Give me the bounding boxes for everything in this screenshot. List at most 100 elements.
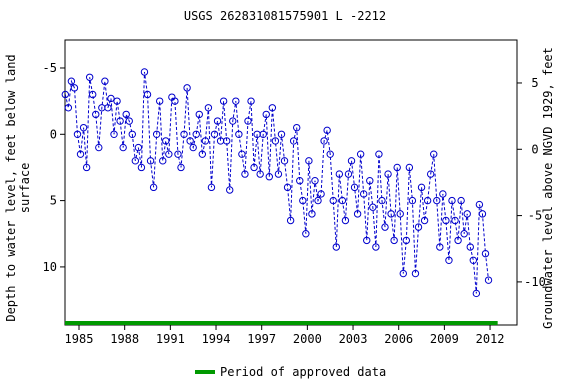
y2-tick-label: 5 bbox=[531, 76, 538, 90]
data-point bbox=[131, 157, 140, 165]
x-tick-label: 1988 bbox=[110, 332, 139, 346]
data-point bbox=[390, 236, 398, 245]
data-point bbox=[296, 177, 304, 185]
y-axis-label: Depth to water level, feet below land bbox=[4, 54, 18, 321]
data-point bbox=[460, 230, 468, 238]
plot-frame bbox=[64, 39, 518, 326]
data-point bbox=[70, 84, 79, 92]
data-point bbox=[113, 97, 121, 105]
data-point bbox=[372, 243, 380, 251]
data-point bbox=[116, 117, 124, 125]
data-point bbox=[122, 110, 130, 119]
data-point bbox=[262, 110, 270, 119]
data-point bbox=[439, 190, 447, 198]
data-point bbox=[457, 196, 465, 205]
data-point bbox=[396, 210, 404, 218]
legend-label: Period of approved data bbox=[220, 365, 386, 379]
data-point bbox=[478, 210, 487, 218]
data-point bbox=[408, 196, 417, 205]
data-point bbox=[213, 117, 222, 125]
data-point bbox=[305, 157, 313, 165]
data-point bbox=[454, 236, 462, 245]
data-point bbox=[402, 236, 411, 245]
data-point bbox=[128, 130, 136, 138]
data-point bbox=[140, 68, 149, 76]
data-point bbox=[387, 210, 395, 218]
data-point bbox=[174, 150, 182, 158]
data-point bbox=[445, 256, 453, 264]
data-point bbox=[411, 269, 420, 278]
data-point bbox=[299, 196, 307, 205]
data-point bbox=[171, 97, 179, 105]
data-point bbox=[155, 97, 164, 105]
data-point bbox=[286, 216, 295, 225]
x-tick-label: 1985 bbox=[65, 332, 94, 346]
data-point bbox=[451, 216, 459, 225]
data-point bbox=[265, 173, 274, 181]
data-point bbox=[137, 163, 146, 172]
data-point bbox=[146, 157, 155, 165]
data-point bbox=[350, 183, 359, 192]
data-point bbox=[104, 104, 112, 112]
data-point bbox=[338, 196, 347, 205]
data-point bbox=[271, 137, 280, 145]
data-point bbox=[405, 163, 414, 172]
data-point bbox=[250, 163, 258, 172]
data-point bbox=[359, 190, 368, 198]
data-point bbox=[426, 170, 435, 178]
data-point bbox=[469, 256, 478, 264]
data-point bbox=[320, 137, 328, 145]
data-point bbox=[274, 170, 283, 178]
data-point bbox=[430, 150, 438, 158]
data-point bbox=[323, 126, 331, 135]
data-point bbox=[326, 150, 334, 158]
data-point bbox=[61, 90, 70, 99]
data-point bbox=[125, 117, 133, 125]
data-point bbox=[198, 150, 207, 158]
chart-title: USGS 262831081575901 L -2212 bbox=[184, 9, 386, 23]
data-point bbox=[448, 196, 456, 205]
data-point bbox=[366, 177, 374, 185]
y-tick-label: 0 bbox=[50, 127, 57, 141]
data-point bbox=[101, 77, 109, 85]
data-point bbox=[183, 84, 191, 92]
data-point bbox=[341, 216, 350, 225]
data-point bbox=[207, 183, 216, 192]
x-tick-label: 2009 bbox=[430, 332, 459, 346]
data-point bbox=[241, 170, 249, 178]
y2-tick-label: -5 bbox=[528, 209, 542, 223]
y-tick-label: -5 bbox=[43, 61, 57, 75]
data-point bbox=[375, 150, 383, 158]
data-point bbox=[244, 117, 252, 125]
data-point bbox=[381, 223, 389, 231]
data-point bbox=[481, 249, 490, 258]
data-point bbox=[143, 90, 152, 99]
data-point bbox=[79, 123, 88, 132]
data-point bbox=[314, 196, 322, 205]
x-tick-label: 2003 bbox=[339, 332, 368, 346]
data-point bbox=[347, 157, 356, 165]
data-point bbox=[177, 163, 185, 172]
data-point bbox=[73, 130, 82, 138]
data-point bbox=[238, 150, 246, 158]
data-point bbox=[308, 210, 316, 218]
x-tick-label: 2000 bbox=[293, 332, 322, 346]
data-point bbox=[463, 210, 471, 218]
data-point bbox=[332, 243, 340, 251]
data-point bbox=[475, 200, 484, 209]
data-point bbox=[436, 243, 444, 251]
data-point bbox=[204, 104, 213, 112]
data-point bbox=[210, 130, 219, 138]
data-line bbox=[64, 71, 490, 294]
data-point bbox=[201, 137, 210, 145]
data-point bbox=[165, 150, 173, 158]
data-point bbox=[226, 186, 234, 194]
data-point bbox=[433, 196, 441, 205]
data-point bbox=[393, 163, 401, 172]
data-point bbox=[484, 276, 493, 284]
data-point bbox=[192, 130, 200, 138]
data-point bbox=[283, 183, 292, 192]
data-point bbox=[186, 137, 194, 145]
data-point bbox=[369, 203, 377, 211]
data-point bbox=[162, 137, 170, 145]
